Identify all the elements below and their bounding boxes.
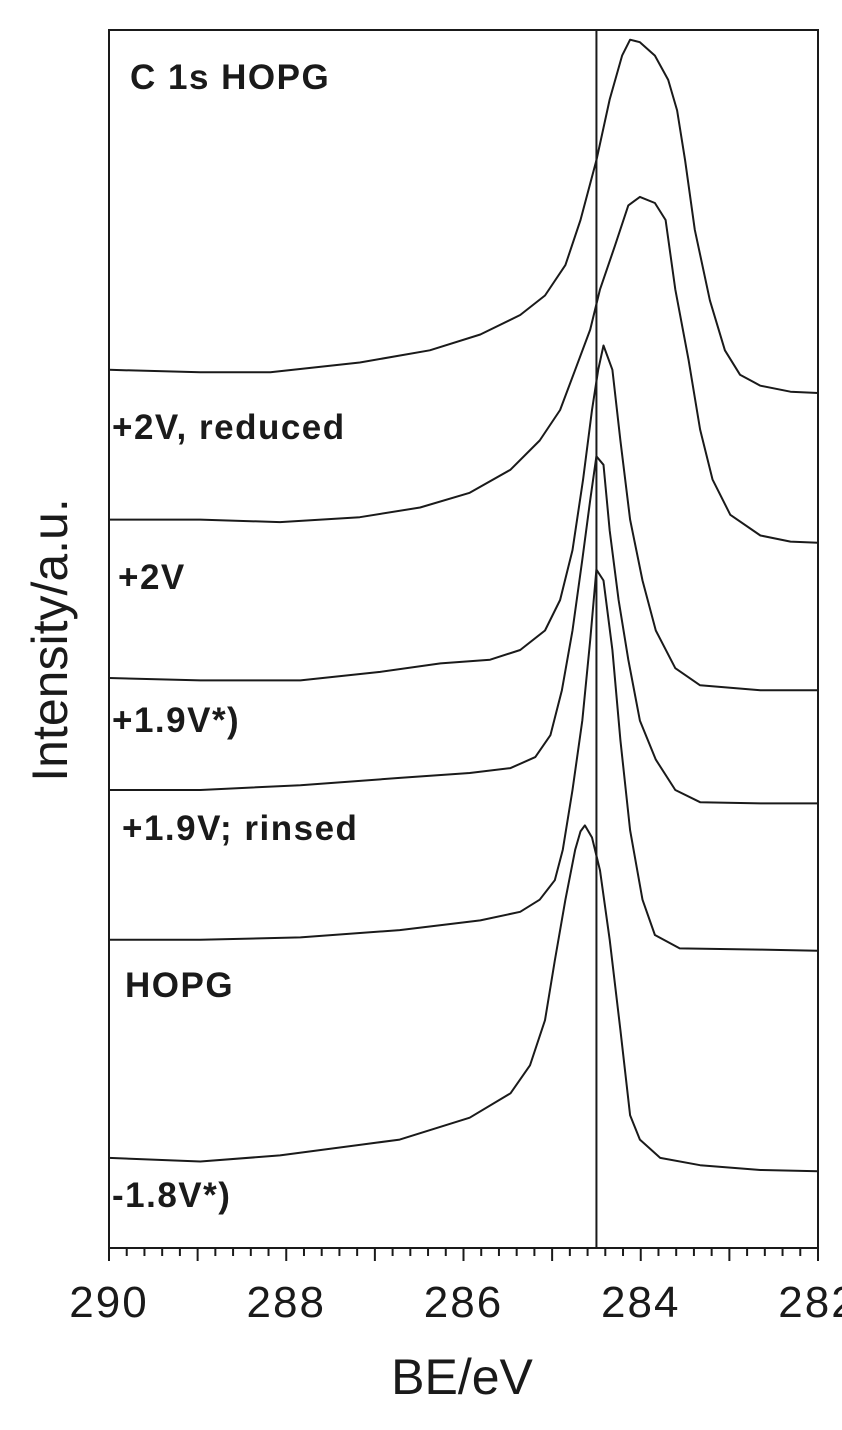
spectrum-line-5 (109, 568, 819, 952)
series-label: -1.8V*) (112, 1176, 232, 1215)
spectrum-line-3 (108, 344, 818, 692)
x-tick-label: 288 (247, 1278, 326, 1327)
x-tick-label: 290 (69, 1278, 148, 1327)
series-label: +1.9V*) (112, 701, 241, 740)
chart-title: C 1s HOPG (130, 58, 331, 97)
spectrum-line-2 (109, 195, 819, 544)
spectrum-line-1 (108, 38, 819, 394)
spectrum-line-4 (109, 455, 818, 805)
x-axis-ticks (108, 1248, 819, 1261)
x-tick-label: 284 (601, 1278, 680, 1327)
series-label: HOPG (125, 966, 235, 1005)
x-tick-label: 282 (778, 1278, 842, 1327)
spectra-traces (108, 38, 819, 1173)
x-axis-label: BE/eV (391, 1349, 533, 1405)
y-axis-label: Intensity/a.u. (22, 498, 78, 782)
x-axis-tick-labels: 290 288 286 284 282 (69, 1278, 842, 1327)
spectrum-line-6 (108, 824, 819, 1173)
series-label: +2V (118, 558, 186, 597)
plot-frame (108, 29, 819, 1249)
x-tick-label: 286 (424, 1278, 503, 1327)
series-label: +2V, reduced (112, 408, 346, 447)
series-label: +1.9V; rinsed (122, 809, 359, 848)
